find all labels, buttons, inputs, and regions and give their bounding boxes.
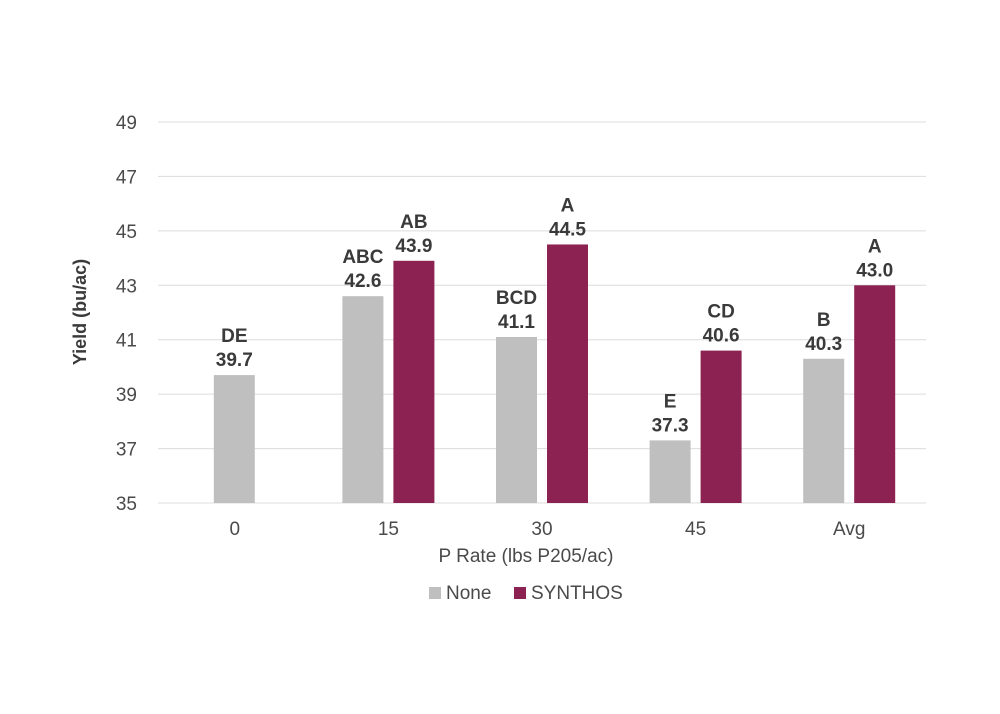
significance-letter: B (817, 310, 831, 331)
x-tick-label: 30 (531, 519, 552, 540)
data-value-label: 43.0 (856, 260, 893, 281)
data-value-label: 40.6 (703, 326, 740, 347)
x-tick-label: Avg (833, 519, 865, 540)
significance-letter: E (664, 391, 677, 412)
data-value-label: 40.3 (805, 334, 842, 355)
significance-letter: DE (221, 326, 247, 347)
y-axis-ticks: 35 37 39 41 43 45 47 49 (116, 113, 137, 515)
y-tick-label: 41 (116, 331, 137, 352)
y-tick-label: 43 (116, 276, 137, 297)
bar-none-0 (213, 375, 255, 503)
bar-synthos-30 (547, 244, 588, 503)
y-tick-label: 45 (116, 222, 137, 243)
data-labels: 39.7DE42.6ABC43.9AB41.1BCD44.5A37.3E40.6… (216, 195, 893, 436)
legend-swatch-synthos (514, 587, 526, 599)
y-tick-label: 49 (116, 113, 137, 134)
bar-synthos-avg (854, 285, 896, 503)
data-value-label: 42.6 (344, 271, 381, 292)
x-tick-label: 0 (230, 519, 241, 540)
legend-label-none: None (446, 583, 491, 604)
gridlines (158, 121, 926, 504)
x-axis-ticks: 0 15 30 45 Avg (230, 519, 866, 540)
significance-letter: ABC (342, 247, 383, 268)
data-value-label: 43.9 (395, 236, 432, 257)
significance-letter: AB (400, 212, 427, 233)
y-tick-label: 35 (116, 494, 137, 515)
y-axis-title: Yield (bu/ac) (70, 259, 90, 365)
bar-none-avg (803, 358, 845, 503)
x-tick-label: 45 (685, 519, 706, 540)
y-tick-label: 39 (116, 385, 137, 406)
x-axis-title: P Rate (lbs P205/ac) (439, 546, 614, 567)
data-value-label: 41.1 (498, 312, 535, 333)
x-tick-label: 15 (378, 519, 399, 540)
bar-none-30 (496, 336, 537, 503)
legend: None SYNTHOS (429, 583, 623, 604)
legend-swatch-none (429, 587, 441, 599)
y-tick-label: 47 (116, 167, 137, 188)
significance-letter: BCD (496, 288, 537, 309)
significance-letter: CD (707, 302, 734, 323)
legend-label-synthos: SYNTHOS (531, 583, 623, 604)
significance-letter: A (868, 236, 882, 257)
bar-none-15 (342, 296, 384, 503)
bar-synthos-45 (700, 350, 742, 503)
bar-none-45 (649, 440, 691, 503)
data-value-label: 39.7 (216, 350, 253, 371)
bars (213, 244, 896, 503)
y-tick-label: 37 (116, 440, 137, 461)
bar-synthos-15 (393, 260, 435, 503)
data-value-label: 44.5 (549, 219, 586, 240)
data-value-label: 37.3 (652, 415, 689, 436)
significance-letter: A (561, 195, 575, 216)
